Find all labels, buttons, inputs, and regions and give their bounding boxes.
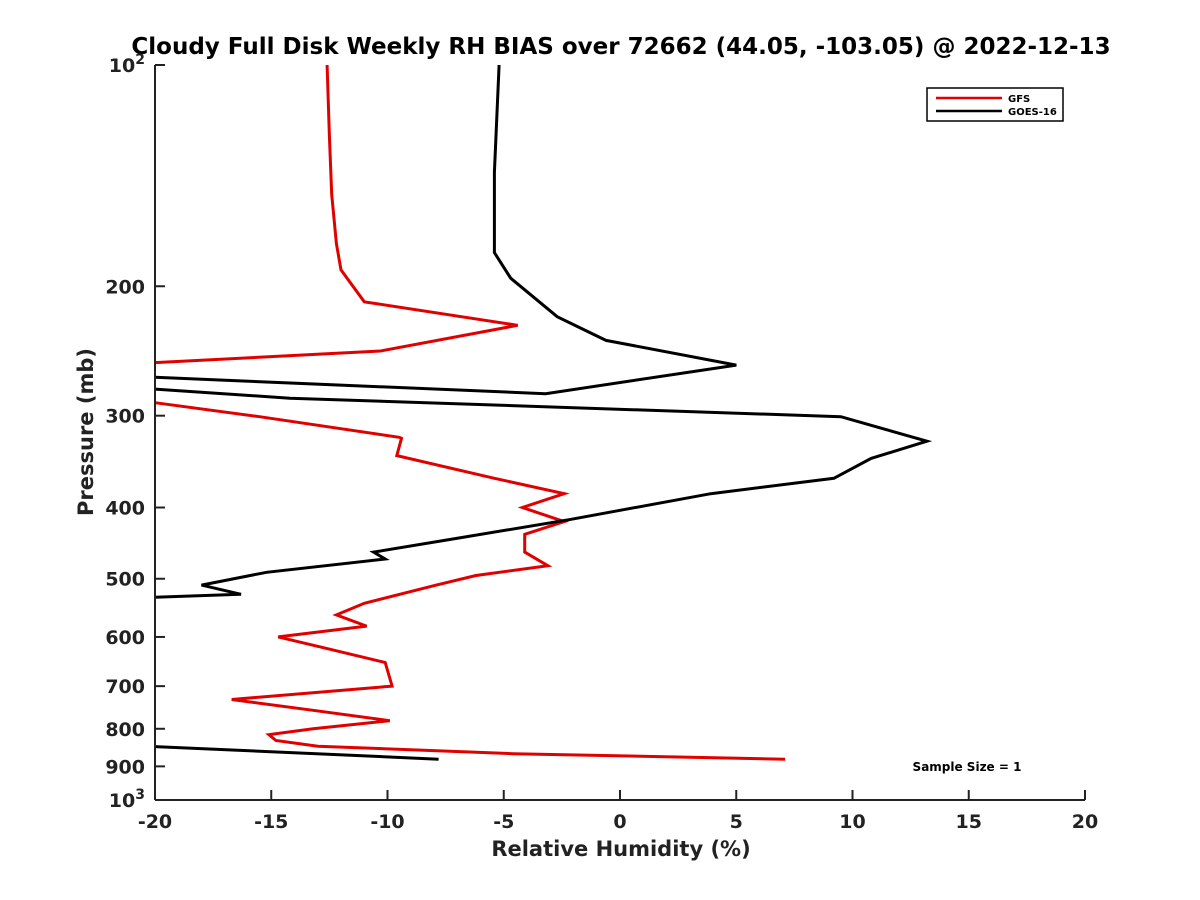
y-axis-label: Pressure (mb) <box>74 348 98 516</box>
x-tick-label: -20 <box>138 811 172 833</box>
sample-size-annotation: Sample Size = 1 <box>913 760 1022 774</box>
y-tick-label: 200 <box>105 276 145 298</box>
plot-area <box>155 65 1085 800</box>
x-tick-label: -5 <box>493 811 514 833</box>
series-line-goes-16 <box>154 64 737 396</box>
y-tick-label: 500 <box>105 569 145 591</box>
y-tick-label: 103 <box>109 787 145 812</box>
series-line-gfs <box>154 401 786 761</box>
y-tick-label: 102 <box>109 52 145 77</box>
legend: GFS GOES-16 <box>926 87 1064 122</box>
y-tick-label: 400 <box>105 498 145 520</box>
x-tick-label: 5 <box>730 811 743 833</box>
x-ticks: -20 -15 -10 -5 0 5 10 15 20 <box>138 790 1098 833</box>
series-line-gfs <box>154 64 518 365</box>
legend-box <box>926 87 1064 122</box>
series-line-goes-16 <box>154 745 439 761</box>
series-layer <box>154 64 933 761</box>
y-ticks: 102 200 300 400 500 600 700 800 900 103 <box>105 52 165 812</box>
x-tick-label: 0 <box>613 811 626 833</box>
y-tick-label: 600 <box>105 627 145 649</box>
x-tick-label: 15 <box>956 811 982 833</box>
x-tick-label: 20 <box>1072 811 1098 833</box>
x-axis-label: Relative Humidity (%) <box>491 837 750 861</box>
x-tick-label: -10 <box>370 811 404 833</box>
chart-title: Cloudy Full Disk Weekly RH BIAS over 726… <box>131 34 1110 60</box>
x-tick-label: -15 <box>254 811 288 833</box>
legend-label-goes-16: GOES-16 <box>1008 107 1057 118</box>
x-tick-label: 10 <box>839 811 865 833</box>
legend-label-gfs: GFS <box>1008 94 1030 105</box>
y-tick-label: 300 <box>105 406 145 428</box>
y-tick-label: 900 <box>105 756 145 778</box>
y-tick-label: 700 <box>105 676 145 698</box>
y-tick-label: 800 <box>105 719 145 741</box>
series-line-goes-16 <box>154 387 933 599</box>
